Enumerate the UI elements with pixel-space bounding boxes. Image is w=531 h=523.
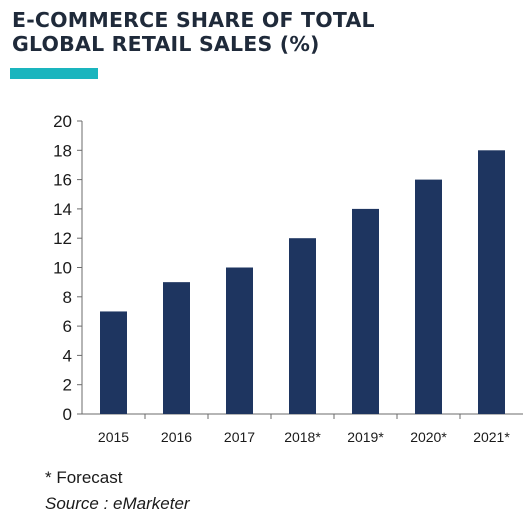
y-tick-label: 18 — [53, 141, 72, 160]
y-tick-label: 10 — [53, 259, 72, 278]
y-tick-label: 6 — [63, 317, 72, 336]
bar-2017 — [226, 267, 253, 414]
x-tick-label: 2021* — [473, 429, 510, 445]
chart-title: E-COMMERCE SHARE OF TOTAL GLOBAL RETAIL … — [12, 8, 512, 56]
y-tick-label: 20 — [53, 112, 72, 131]
y-tick-label: 16 — [53, 171, 72, 190]
y-tick-label: 4 — [63, 346, 72, 365]
x-tick-label: 2017 — [224, 429, 255, 445]
y-tick-label: 0 — [63, 405, 72, 424]
y-tick-label: 12 — [53, 229, 72, 248]
bar-2020-forecast — [415, 179, 442, 414]
x-tick-label: 2019* — [347, 429, 384, 445]
x-tick-label: 2020* — [410, 429, 447, 445]
x-tick-label: 2015 — [98, 429, 129, 445]
chart-title-line-1: E-COMMERCE SHARE OF TOTAL — [12, 8, 375, 32]
bar-2016 — [163, 282, 190, 414]
y-tick-label: 2 — [63, 376, 72, 395]
bar-2021-forecast — [478, 150, 505, 415]
title-accent-bar — [10, 68, 98, 79]
bar-2018-forecast — [289, 238, 316, 414]
source-note: Source : eMarketer — [45, 494, 190, 513]
bar-2019-forecast — [352, 208, 379, 414]
y-tick-label: 14 — [53, 200, 72, 219]
forecast-footnote: * Forecast — [45, 468, 123, 487]
y-tick-label: 8 — [63, 288, 72, 307]
chart-title-line-2: GLOBAL RETAIL SALES (%) — [12, 32, 320, 56]
x-tick-label: 2016 — [161, 429, 192, 445]
x-tick-label: 2018* — [284, 429, 321, 445]
bar-2015 — [100, 311, 127, 414]
